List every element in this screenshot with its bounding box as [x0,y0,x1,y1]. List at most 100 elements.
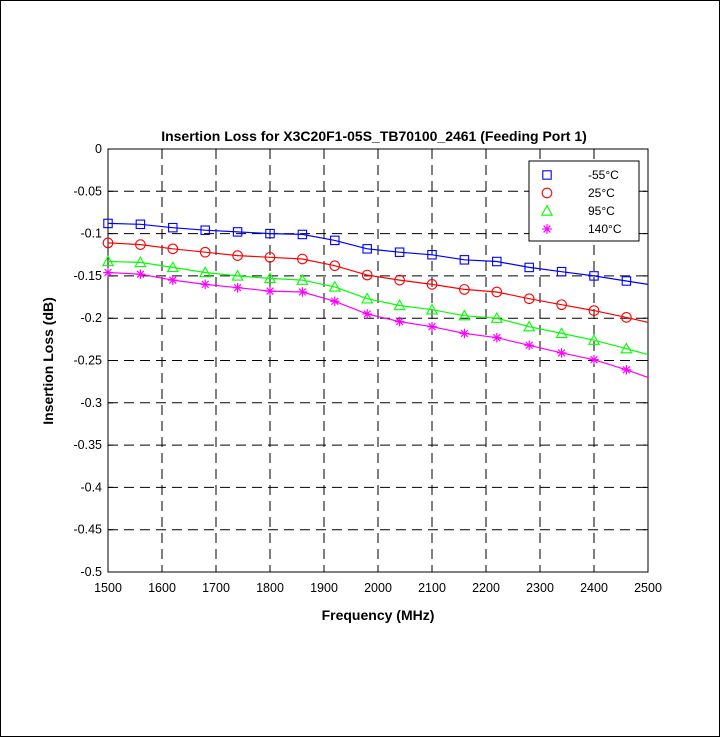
x-tick-label: 2100 [418,581,446,595]
data-point-marker [393,299,406,311]
data-point-marker [134,256,147,268]
series-3 [103,267,649,378]
data-point-marker [102,237,114,249]
data-point-marker [361,292,374,304]
data-point-marker [135,219,146,230]
y-tick-label: -0.05 [74,184,103,198]
data-point-marker [168,275,178,285]
x-tick-label: 2500 [634,581,662,595]
data-point-marker [555,327,568,339]
series-line [107,260,649,356]
data-point-marker [200,225,210,235]
y-tick-label: -0.2 [80,311,102,325]
data-point-marker [459,328,470,339]
data-point-marker [587,333,601,345]
data-point-marker [135,239,146,250]
x-tick-label: 1600 [148,581,176,595]
data-point-marker [135,269,146,280]
legend: -55°C 25°C 95°C 140°C [528,160,640,242]
data-point-marker [492,256,502,267]
series-line [107,271,649,378]
data-point-marker [425,303,439,315]
axis-ticks: 1500 1600 1700 1800 1900 2000 2100 2200 2300 2400… [74,142,662,595]
data-point-marker [361,269,373,281]
y-tick-label: -0.35 [74,438,103,452]
y-tick-label: 0 [95,142,102,156]
legend-item: -55°C [542,168,619,182]
chart-title: Insertion Loss for X3C20F1-05S_TB70100_2… [161,128,587,144]
data-point-marker [297,287,308,297]
series-lines [101,218,649,378]
data-point-marker [103,218,113,229]
legend-label: 25°C [588,186,615,200]
data-point-marker [556,299,567,311]
y-tick-label: -0.1 [80,227,102,241]
x-tick-label: 2200 [472,581,500,595]
data-point-marker [427,250,437,260]
x-tick-label: 1900 [310,581,338,595]
data-point-marker [458,309,471,321]
data-point-marker [426,279,438,290]
data-point-marker [621,365,632,375]
x-tick-label: 2000 [364,581,392,595]
data-point-marker [362,244,372,254]
legend-marker-icon [542,170,552,180]
series-1 [102,237,649,323]
data-point-marker [427,321,437,332]
legend-label: -55°C [588,168,619,182]
y-tick-label: -0.5 [80,565,102,579]
data-point-marker [524,340,534,351]
data-point-marker [362,309,372,319]
legend-marker-icon [542,224,552,234]
data-point-marker [199,266,212,278]
y-tick-label: -0.45 [74,523,103,537]
series-line [107,222,649,285]
data-point-marker [330,235,340,246]
data-point-marker [523,293,535,305]
legend-label: 95°C [588,204,615,218]
y-tick-label: -0.25 [74,354,103,368]
x-axis-label: Frequency (MHz) [322,607,435,623]
legend-item: 25°C [541,186,615,200]
data-point-marker [459,284,470,295]
legend-item: 140°C [542,222,622,236]
data-point-marker [556,266,567,277]
legend-marker-icon [541,187,553,199]
data-point-marker [621,312,632,323]
y-tick-label: -0.4 [80,480,102,494]
x-tick-label: 1700 [202,581,230,595]
data-point-marker [589,271,599,281]
data-point-marker [231,269,244,281]
data-point-marker [232,227,243,237]
data-point-marker [101,255,115,267]
data-point-marker [328,280,341,292]
data-point-marker [265,286,275,296]
y-tick-label: -0.15 [74,269,103,283]
data-point-marker [296,273,309,285]
legend-label: 140°C [588,222,622,236]
data-point-marker [490,311,503,323]
data-point-marker [200,279,210,290]
data-point-marker [168,222,178,233]
y-axis-label: Insertion Loss (dB) [40,297,56,425]
data-point-marker [297,229,308,240]
series-2 [101,255,649,356]
data-point-marker [167,243,179,255]
series-line [107,242,649,323]
data-point-marker [589,354,599,365]
legend-item: 95°C [540,204,615,218]
data-point-marker [103,267,113,278]
data-point-marker [491,286,503,298]
data-point-marker [394,247,405,257]
data-point-marker [232,250,243,261]
data-point-marker [265,228,275,239]
x-tick-label: 1500 [94,581,122,595]
series-0 [103,218,649,286]
data-point-marker [263,272,277,284]
data-point-marker [492,332,502,343]
data-point-marker [394,316,405,327]
legend-marker-icon [540,204,554,216]
data-point-marker [199,246,211,258]
